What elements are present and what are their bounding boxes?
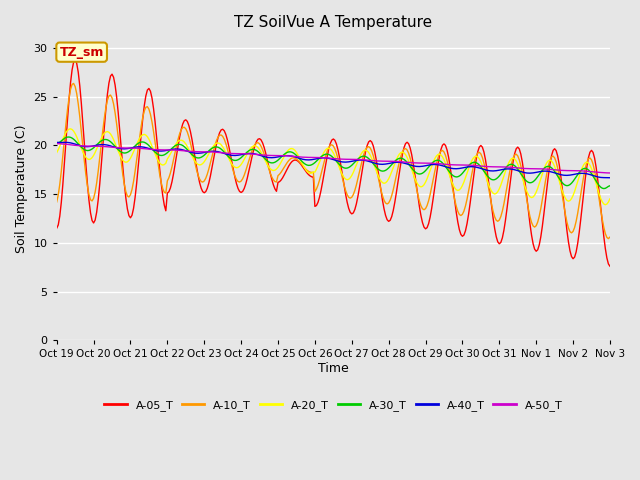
A-20_T [157, 162, 165, 168]
X-axis label: Time: Time [318, 362, 349, 375]
A-05_T [606, 264, 614, 269]
A-20_T [67, 126, 74, 132]
A-20_T [606, 196, 614, 202]
Title: TZ SoilVue A Temperature: TZ SoilVue A Temperature [234, 15, 433, 30]
A-50_T [68, 142, 76, 148]
Y-axis label: Soil Temperature (C): Soil Temperature (C) [15, 125, 28, 253]
A-05_T [157, 180, 165, 186]
Line: A-05_T: A-05_T [57, 60, 610, 266]
A-10_T [53, 199, 61, 205]
A-30_T [600, 186, 607, 192]
Line: A-40_T: A-40_T [57, 143, 610, 178]
A-50_T [538, 166, 546, 172]
A-50_T [53, 141, 61, 146]
Text: TZ_sm: TZ_sm [60, 46, 104, 59]
A-20_T [540, 167, 548, 172]
A-10_T [157, 180, 165, 185]
A-40_T [400, 160, 408, 166]
A-20_T [602, 202, 609, 208]
Line: A-20_T: A-20_T [57, 129, 610, 205]
A-30_T [606, 183, 614, 189]
A-30_T [70, 136, 77, 142]
Line: A-50_T: A-50_T [57, 144, 610, 173]
A-40_T [53, 140, 61, 145]
A-30_T [540, 166, 548, 171]
A-20_T [53, 150, 61, 156]
A-10_T [540, 188, 548, 193]
A-10_T [605, 236, 612, 241]
A-05_T [53, 225, 61, 231]
A-40_T [540, 168, 548, 174]
A-40_T [606, 175, 614, 180]
A-30_T [388, 162, 396, 168]
A-05_T [68, 67, 76, 73]
A-10_T [369, 153, 377, 158]
A-30_T [157, 153, 165, 158]
A-40_T [157, 148, 165, 154]
A-40_T [70, 141, 77, 146]
A-40_T [369, 160, 377, 166]
A-10_T [606, 234, 614, 240]
Legend: A-05_T, A-10_T, A-20_T, A-30_T, A-40_T, A-50_T: A-05_T, A-10_T, A-20_T, A-30_T, A-40_T, … [100, 396, 566, 416]
A-30_T [400, 156, 408, 162]
A-10_T [400, 146, 408, 152]
A-05_T [388, 214, 396, 219]
A-05_T [400, 145, 408, 151]
A-05_T [540, 211, 548, 217]
A-30_T [53, 140, 61, 146]
A-40_T [388, 160, 396, 166]
A-50_T [387, 158, 394, 164]
A-40_T [61, 140, 68, 145]
A-10_T [70, 81, 77, 86]
Line: A-10_T: A-10_T [57, 84, 610, 239]
A-20_T [369, 160, 377, 166]
A-50_T [399, 159, 406, 165]
A-50_T [606, 170, 614, 176]
Line: A-30_T: A-30_T [57, 137, 610, 189]
A-30_T [369, 161, 377, 167]
A-30_T [65, 134, 73, 140]
A-50_T [156, 147, 163, 153]
A-50_T [368, 157, 376, 163]
A-20_T [400, 150, 408, 156]
A-20_T [70, 128, 77, 134]
A-20_T [388, 169, 396, 175]
A-10_T [68, 82, 76, 87]
A-10_T [388, 192, 396, 198]
A-05_T [71, 57, 79, 63]
A-05_T [369, 143, 377, 149]
